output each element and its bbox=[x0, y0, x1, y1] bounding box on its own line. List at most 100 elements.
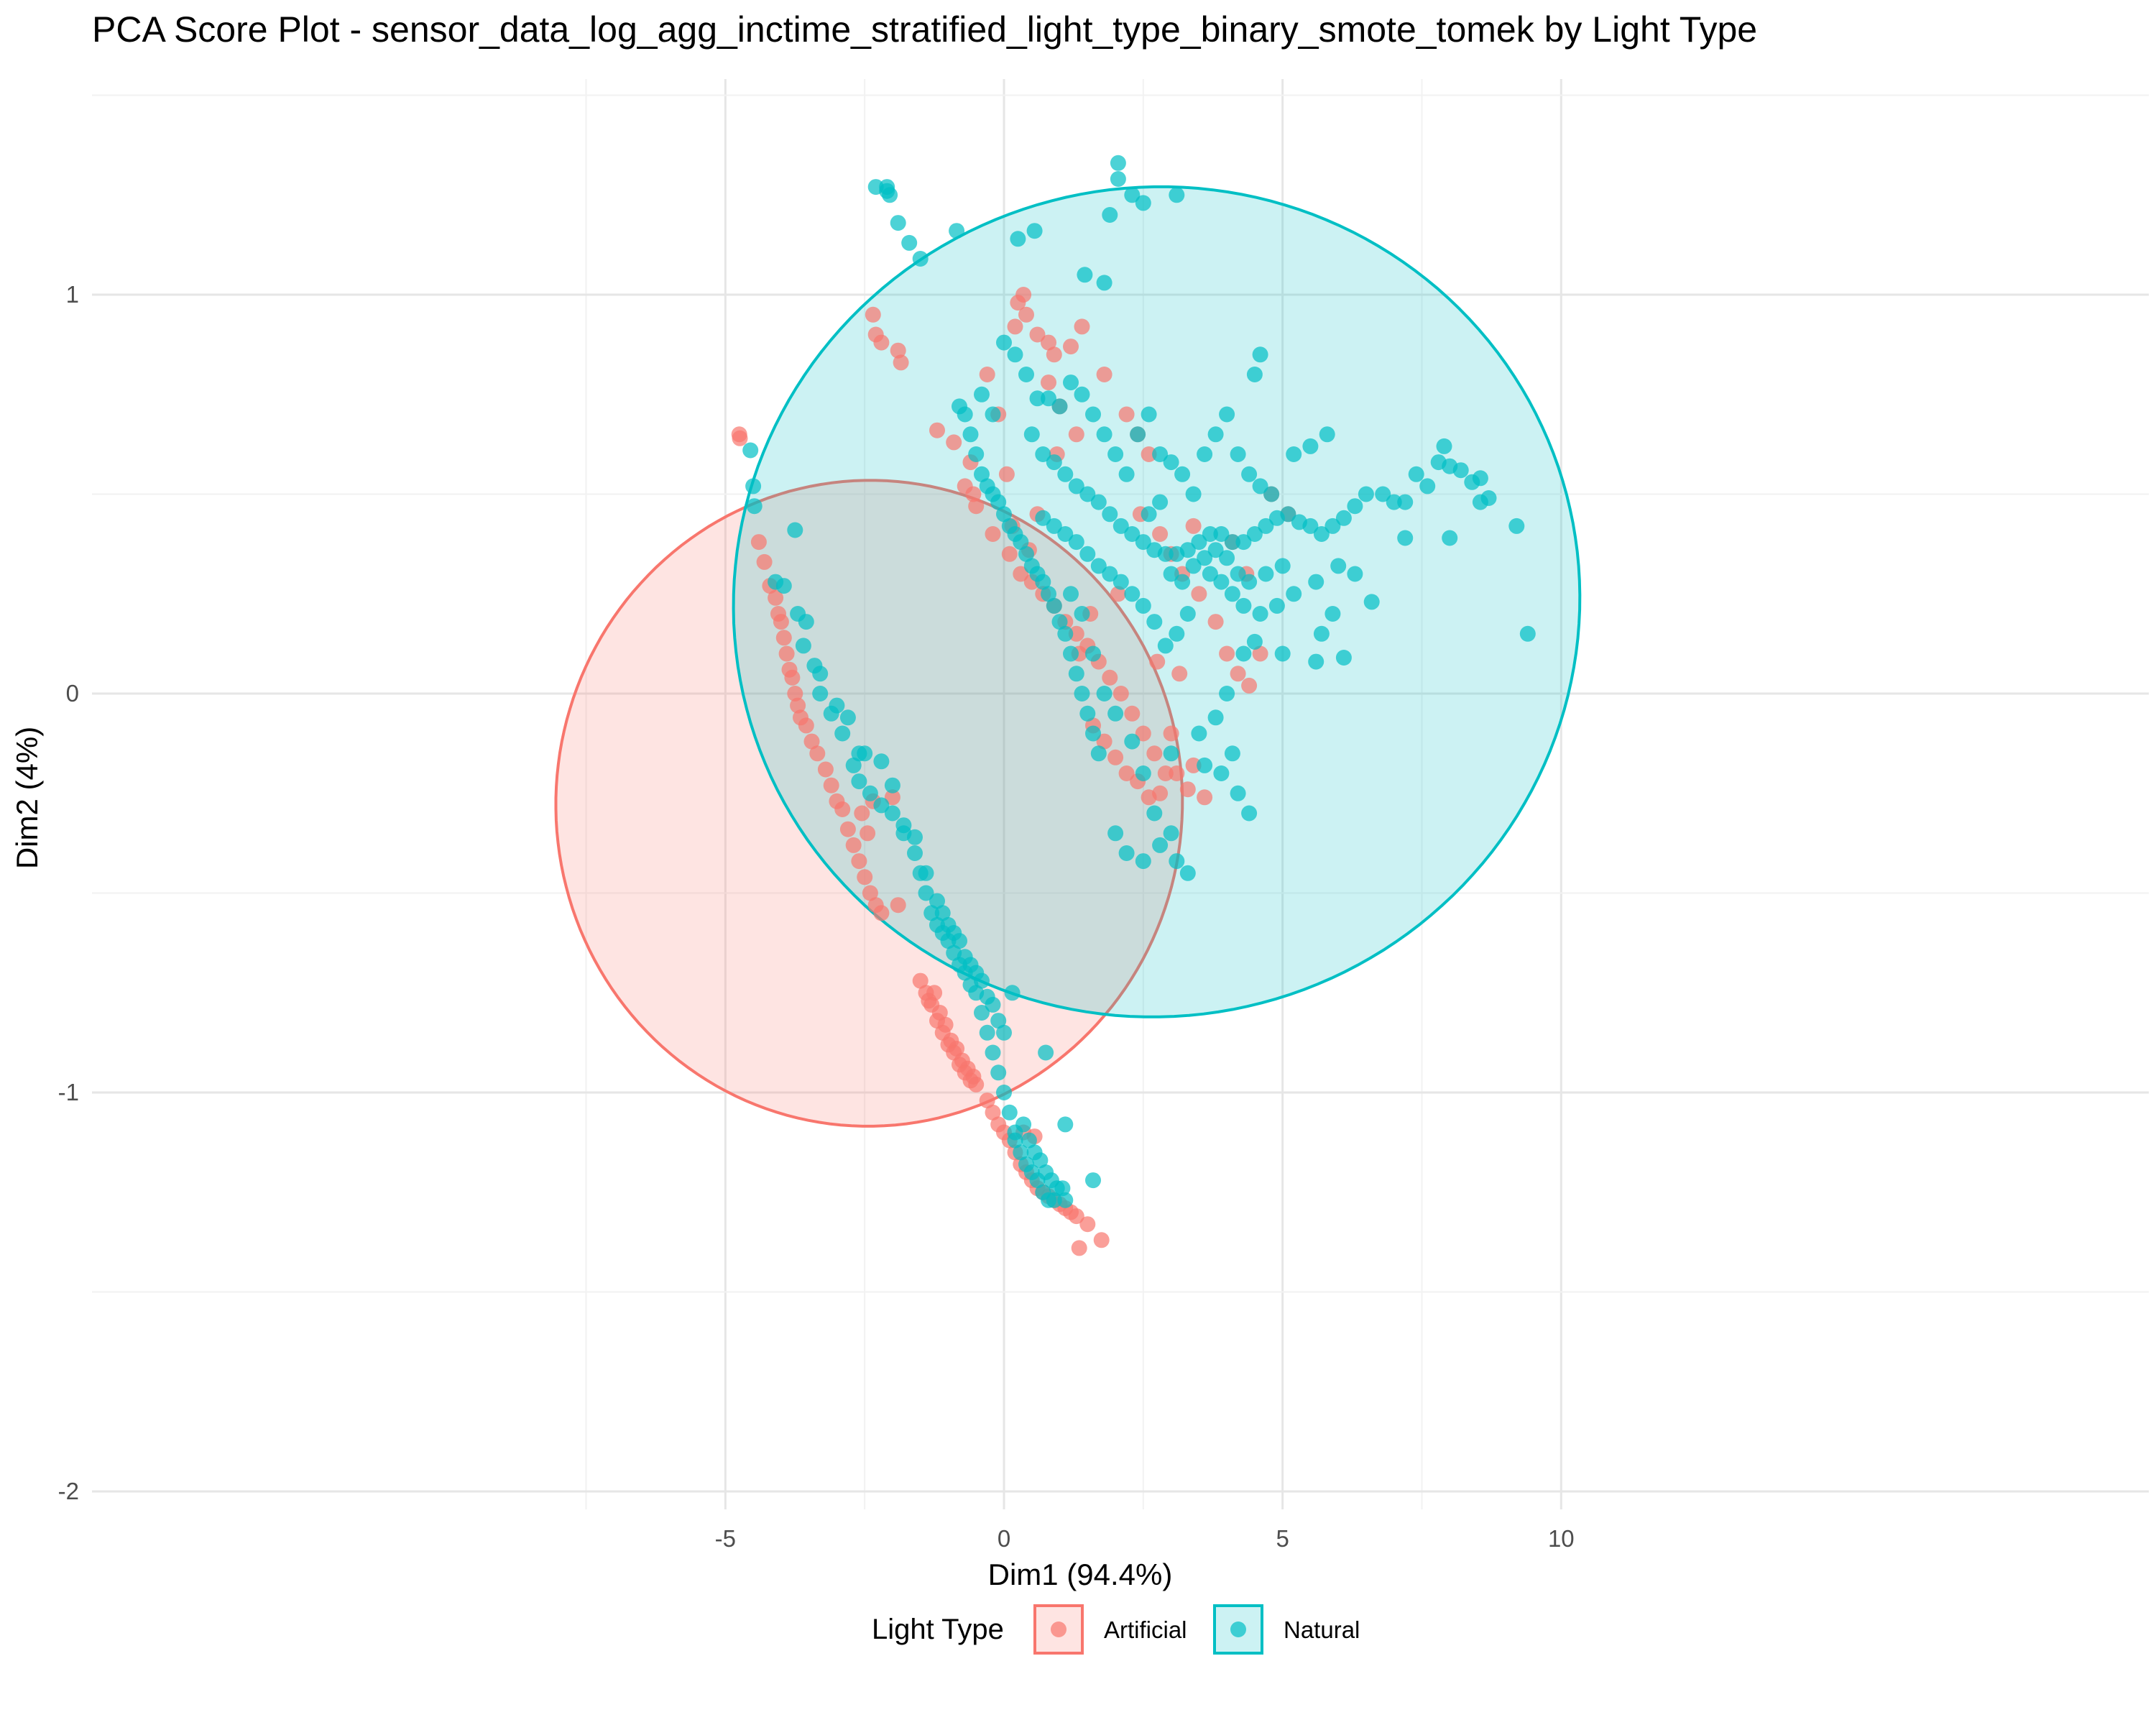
point-natural bbox=[834, 725, 851, 742]
point-natural bbox=[929, 893, 945, 909]
point-artificial bbox=[1001, 546, 1018, 562]
legend-items: Artificial Natural bbox=[1033, 1604, 1360, 1655]
point-natural bbox=[746, 498, 763, 515]
point-natural bbox=[1004, 985, 1021, 1001]
point-natural bbox=[985, 996, 1001, 1013]
point-artificial bbox=[985, 1104, 1001, 1121]
y-tick-label: -1 bbox=[58, 1079, 79, 1105]
point-artificial bbox=[912, 972, 929, 989]
point-natural bbox=[1152, 446, 1169, 462]
point-natural bbox=[1246, 633, 1263, 650]
point-artificial bbox=[890, 897, 906, 914]
point-natural bbox=[918, 885, 934, 901]
point-natural bbox=[795, 638, 811, 654]
point-natural bbox=[1068, 666, 1084, 682]
point-natural bbox=[1319, 426, 1335, 443]
point-natural bbox=[884, 805, 900, 822]
point-natural bbox=[1202, 526, 1218, 542]
point-artificial bbox=[873, 334, 890, 351]
point-natural bbox=[1179, 542, 1196, 558]
point-natural bbox=[1224, 745, 1240, 762]
point-artificial bbox=[1219, 645, 1235, 662]
point-natural bbox=[1191, 534, 1207, 551]
point-natural bbox=[1046, 597, 1062, 614]
point-natural bbox=[1068, 478, 1084, 494]
point-natural bbox=[1452, 462, 1469, 479]
point-natural bbox=[974, 466, 990, 482]
point-artificial bbox=[1241, 677, 1258, 694]
point-natural bbox=[1335, 510, 1352, 526]
point-natural bbox=[1046, 1192, 1062, 1208]
point-artificial bbox=[1118, 765, 1135, 781]
point-natural bbox=[1063, 586, 1079, 602]
point-natural bbox=[1519, 625, 1536, 642]
point-natural bbox=[1397, 530, 1414, 546]
point-natural bbox=[1252, 606, 1268, 622]
point-artificial bbox=[1141, 446, 1157, 462]
point-natural bbox=[1135, 597, 1151, 614]
point-natural bbox=[957, 406, 973, 423]
point-artificial bbox=[862, 885, 878, 901]
point-artificial bbox=[979, 1092, 995, 1109]
point-natural bbox=[1079, 705, 1096, 722]
point-artificial bbox=[873, 905, 890, 921]
point-natural bbox=[1063, 374, 1079, 391]
point-artificial bbox=[865, 306, 881, 323]
point-natural bbox=[985, 1044, 1001, 1061]
point-natural bbox=[812, 666, 829, 682]
point-natural bbox=[1057, 466, 1074, 482]
point-artificial bbox=[1124, 705, 1141, 722]
point-natural bbox=[1079, 486, 1096, 502]
point-artificial bbox=[1046, 346, 1062, 363]
point-natural bbox=[839, 709, 856, 726]
point-natural bbox=[1286, 446, 1302, 462]
point-natural bbox=[1280, 506, 1296, 523]
y-tick-label: 0 bbox=[66, 680, 79, 707]
point-natural bbox=[996, 506, 1012, 523]
point-natural bbox=[1197, 757, 1213, 773]
point-natural bbox=[1241, 466, 1258, 482]
point-natural bbox=[1057, 1116, 1074, 1133]
point-natural bbox=[1096, 426, 1112, 443]
point-natural bbox=[1041, 390, 1056, 407]
point-natural bbox=[1207, 542, 1224, 558]
point-natural bbox=[884, 777, 900, 794]
point-natural bbox=[996, 1024, 1012, 1041]
point-natural bbox=[1152, 837, 1169, 853]
point-natural bbox=[1347, 498, 1363, 515]
point-natural bbox=[1191, 725, 1207, 742]
point-artificial bbox=[1152, 526, 1169, 542]
point-natural bbox=[1472, 470, 1488, 487]
point-natural bbox=[1141, 506, 1157, 523]
point-natural bbox=[1096, 686, 1112, 702]
point-natural bbox=[1235, 534, 1252, 551]
point-natural bbox=[1230, 446, 1246, 462]
point-natural bbox=[1241, 805, 1258, 822]
point-natural bbox=[1202, 566, 1218, 582]
point-artificial bbox=[957, 478, 973, 494]
point-natural bbox=[1157, 638, 1174, 654]
point-artificial bbox=[921, 993, 937, 1009]
point-natural bbox=[923, 905, 940, 921]
point-artificial bbox=[1135, 725, 1151, 742]
legend-title: Light Type bbox=[872, 1614, 1004, 1645]
point-natural bbox=[1286, 586, 1302, 602]
point-artificial bbox=[1015, 287, 1032, 303]
point-natural bbox=[745, 478, 762, 494]
point-natural bbox=[1397, 494, 1414, 510]
point-artificial bbox=[979, 367, 995, 382]
point-natural bbox=[1302, 518, 1319, 534]
point-artificial bbox=[1107, 749, 1124, 765]
point-natural bbox=[990, 1064, 1007, 1081]
point-natural bbox=[1325, 606, 1341, 622]
point-natural bbox=[1018, 546, 1034, 562]
point-natural bbox=[1054, 1180, 1071, 1197]
point-natural bbox=[1124, 526, 1141, 542]
point-natural bbox=[1001, 1104, 1018, 1121]
confidence-ellipse-natural bbox=[732, 185, 1582, 1018]
point-natural bbox=[1224, 534, 1240, 551]
point-natural bbox=[949, 223, 965, 239]
point-natural bbox=[1118, 466, 1135, 482]
point-natural bbox=[845, 757, 862, 773]
point-natural bbox=[1090, 745, 1107, 762]
